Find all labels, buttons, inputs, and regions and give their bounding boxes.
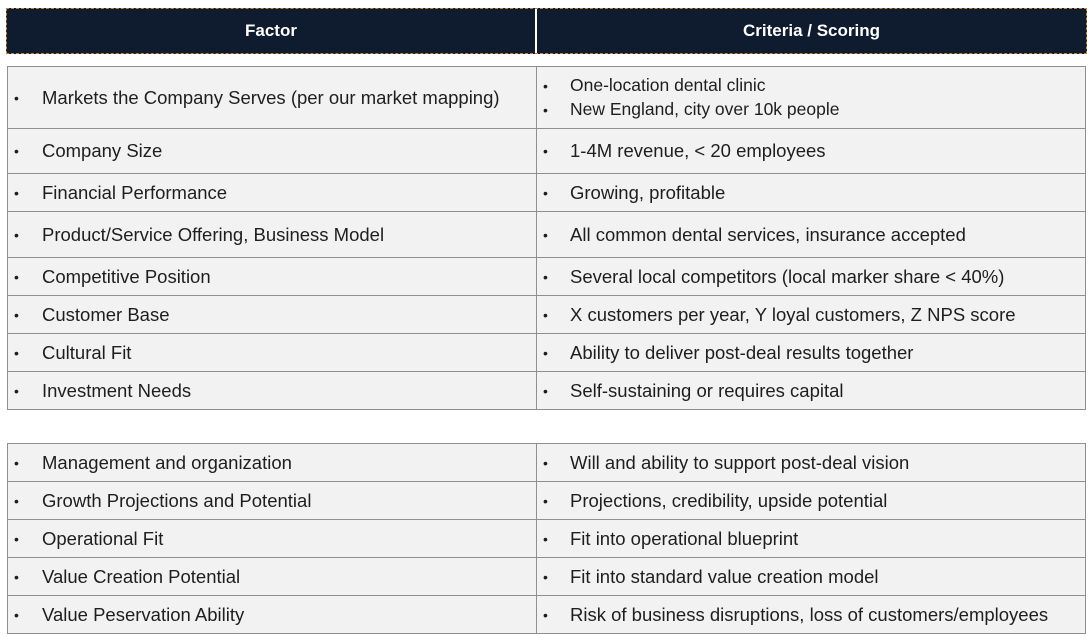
criteria-text: Fit into standard value creation model xyxy=(570,565,879,587)
factor-label: Growth Projections and Potential xyxy=(42,489,312,511)
bullet-icon: • xyxy=(543,306,548,323)
criteria-cell: • Self-sustaining or requires capital xyxy=(536,371,1086,410)
bullet-icon: • xyxy=(14,89,19,106)
bullet-icon: • xyxy=(14,492,19,509)
factor-cell: • Operational Fit xyxy=(7,519,537,558)
factor-cell: • Value Creation Potential xyxy=(7,557,537,596)
factor-label: Competitive Position xyxy=(42,265,211,287)
criteria-cell: • Projections, credibility, upside potent… xyxy=(536,481,1086,520)
factor-cell: • Growth Projections and Potential xyxy=(7,481,537,520)
factor-label: Markets the Company Serves (per our mark… xyxy=(42,86,500,108)
bullet-icon: • xyxy=(14,606,19,623)
bullet-icon: • xyxy=(543,382,548,399)
criteria-text: Fit into operational blueprint xyxy=(570,527,799,549)
criteria-cell: • Ability to deliver post-deal results to… xyxy=(536,333,1086,372)
factor-label: Product/Service Offering, Business Model xyxy=(42,223,385,245)
criteria-cell: • All common dental services, insurance a… xyxy=(536,211,1086,258)
header-criteria: Criteria / Scoring xyxy=(743,21,880,40)
bullet-icon: • xyxy=(14,454,19,471)
factor-label: Value Peservation Ability xyxy=(42,603,245,625)
factor-label: Operational Fit xyxy=(42,527,164,549)
factor-cell: • Company Size xyxy=(7,128,537,174)
criteria-text: Ability to deliver post-deal results tog… xyxy=(570,341,914,363)
bullet-icon: • xyxy=(14,382,19,399)
table-row: • Product/Service Offering, Business Mode… xyxy=(7,211,1086,258)
factor-cell: • Financial Performance xyxy=(7,173,537,212)
criteria-text: X customers per year, Y loyal customers,… xyxy=(570,303,1016,325)
criteria-cell: • 1-4M revenue, < 20 employees xyxy=(536,128,1086,174)
table-row: • Value Creation Potential • Fit into stand… xyxy=(7,557,1086,596)
table-row: • Operational Fit • Fit into operational bl… xyxy=(7,519,1086,558)
criteria-cell: • One-location dental clinic • New England,… xyxy=(536,66,1086,129)
criteria-cell: • Several local competitors (local marker… xyxy=(536,257,1086,296)
bullet-icon: • xyxy=(14,530,19,547)
factor-cell: • Customer Base xyxy=(7,295,537,334)
bullet-icon: • xyxy=(543,606,548,623)
table-row: • Competitive Position • Several local comp… xyxy=(7,257,1086,296)
criteria-text: All common dental services, insurance ac… xyxy=(570,223,966,245)
bullet-icon: • xyxy=(543,226,548,243)
table-row: • Cultural Fit • Ability to deliver post-de… xyxy=(7,333,1086,372)
bullet-icon: • xyxy=(14,306,19,323)
table-header: Factor Criteria / Scoring xyxy=(6,8,1087,54)
criteria-table-primary: • Markets the Company Serves (per our mar… xyxy=(7,66,1086,410)
table-row: • Management and organization • Will and ab… xyxy=(7,443,1086,482)
criteria-cell: • Fit into standard value creation model xyxy=(536,557,1086,596)
factor-label: Customer Base xyxy=(42,303,170,325)
factor-label: Company Size xyxy=(42,140,163,161)
criteria-cell: • Risk of business disruptions, loss of c… xyxy=(536,595,1086,634)
criteria-text: One-location dental clinic xyxy=(570,75,766,95)
criteria-text: Growing, profitable xyxy=(570,181,726,203)
bullet-icon: • xyxy=(14,344,19,361)
table-row: • Company Size • 1-4M revenue, < 20 employe… xyxy=(7,128,1086,174)
factor-cell: • Value Peservation Ability xyxy=(7,595,537,634)
table-row: • Investment Needs • Self-sustaining or req… xyxy=(7,371,1086,410)
bullet-icon: • xyxy=(543,143,548,159)
criteria-text: New England, city over 10k people xyxy=(570,99,840,119)
factor-label: Investment Needs xyxy=(42,379,192,401)
factor-cell: • Markets the Company Serves (per our mar… xyxy=(7,66,537,129)
table-row: • Growth Projections and Potential • Projec… xyxy=(7,481,1086,520)
bullet-icon: • xyxy=(14,143,19,159)
table-row: • Financial Performance • Growing, profitab… xyxy=(7,173,1086,212)
factor-label: Value Creation Potential xyxy=(42,565,241,587)
factor-cell: • Product/Service Offering, Business Mode… xyxy=(7,211,537,258)
bullet-icon: • xyxy=(543,492,548,509)
factor-cell: • Competitive Position xyxy=(7,257,537,296)
criteria-cell: • Will and ability to support post-deal v… xyxy=(536,443,1086,482)
bullet-icon: • xyxy=(543,184,548,201)
factor-cell: • Cultural Fit xyxy=(7,333,537,372)
criteria-text: Will and ability to support post-deal vi… xyxy=(570,451,910,473)
criteria-text: Self-sustaining or requires capital xyxy=(570,379,844,401)
criteria-text: Risk of business disruptions, loss of cu… xyxy=(570,603,1049,625)
criteria-table-secondary: • Management and organization • Will and ab… xyxy=(7,443,1086,634)
bullet-icon: • xyxy=(543,530,548,547)
bullet-icon: • xyxy=(543,454,548,471)
bullet-icon: • xyxy=(14,568,19,585)
criteria-text: Projections, credibility, upside potenti… xyxy=(570,489,888,511)
criteria-cell: • Growing, profitable xyxy=(536,173,1086,212)
bullet-icon: • xyxy=(14,226,19,243)
bullet-icon: • xyxy=(543,268,548,285)
factor-label: Cultural Fit xyxy=(42,341,132,363)
criteria-text: 1-4M revenue, < 20 employees xyxy=(570,140,826,161)
bullet-icon: • xyxy=(543,101,548,118)
header-factor: Factor xyxy=(7,9,537,53)
bullet-icon: • xyxy=(14,268,19,285)
bullet-icon: • xyxy=(543,77,548,94)
criteria-cell: • Fit into operational blueprint xyxy=(536,519,1086,558)
bullet-icon: • xyxy=(14,184,19,201)
factor-label: Financial Performance xyxy=(42,181,228,203)
bullet-icon: • xyxy=(543,344,548,361)
criteria-cell: • X customers per year, Y loyal customers… xyxy=(536,295,1086,334)
criteria-text: Several local competitors (local marker … xyxy=(570,265,1005,287)
table-row: • Value Peservation Ability • Risk of busin… xyxy=(7,595,1086,634)
table-row: • Markets the Company Serves (per our mar… xyxy=(7,66,1086,129)
factor-cell: • Management and organization xyxy=(7,443,537,482)
factor-cell: • Investment Needs xyxy=(7,371,537,410)
bullet-icon: • xyxy=(543,568,548,585)
table-row: • Customer Base • X customers per year, Y l… xyxy=(7,295,1086,334)
factor-label: Management and organization xyxy=(42,451,292,473)
